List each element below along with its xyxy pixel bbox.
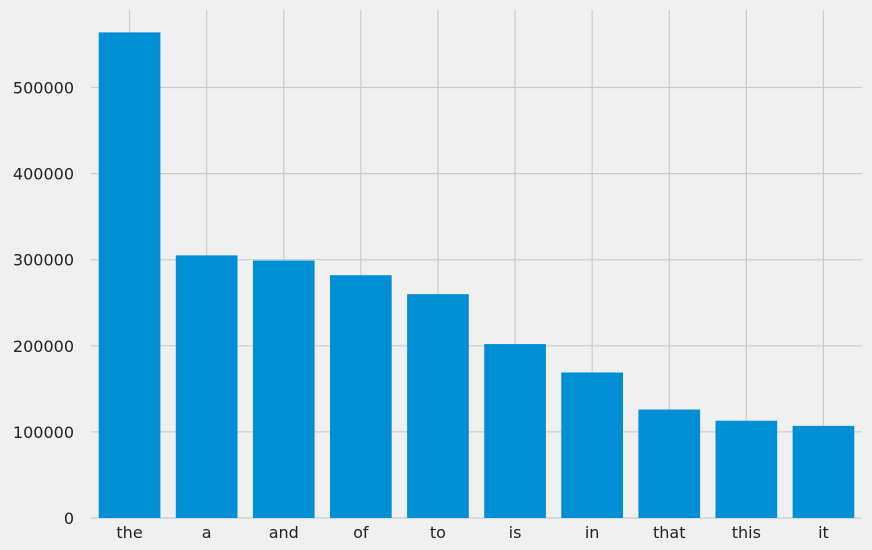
y-tick-label: 300000: [13, 251, 74, 270]
x-tick-label: and: [269, 523, 299, 542]
y-tick-label: 400000: [13, 165, 74, 184]
bar-of: [330, 275, 392, 518]
x-tick-label: of: [353, 523, 369, 542]
y-tick-label: 100000: [13, 423, 74, 442]
x-tick-label: in: [585, 523, 600, 542]
bar-a: [175, 255, 238, 518]
y-tick-label: 200000: [13, 337, 74, 356]
x-tick-label: to: [430, 523, 446, 542]
x-axis-ticks: the a and of to is in that this it: [116, 523, 828, 542]
bar-and: [252, 260, 315, 518]
x-tick-label: this: [732, 523, 761, 542]
x-tick-label: that: [653, 523, 686, 542]
y-tick-label: 500000: [13, 78, 74, 97]
bar-the: [98, 32, 161, 518]
x-tick-label: it: [818, 523, 829, 542]
x-tick-label: a: [202, 523, 212, 542]
bar-is: [484, 344, 546, 518]
bar-this: [715, 420, 778, 518]
bar-it: [792, 425, 855, 518]
bar-that: [638, 409, 701, 518]
bar-in: [561, 372, 623, 518]
bar-to: [407, 294, 469, 518]
y-tick-label: 0: [64, 509, 74, 528]
x-tick-label: is: [509, 523, 522, 542]
y-axis-ticks: 0 100000 200000 300000 400000 500000: [13, 78, 74, 528]
x-tick-label: the: [116, 523, 142, 542]
bar-layer: [98, 32, 855, 518]
